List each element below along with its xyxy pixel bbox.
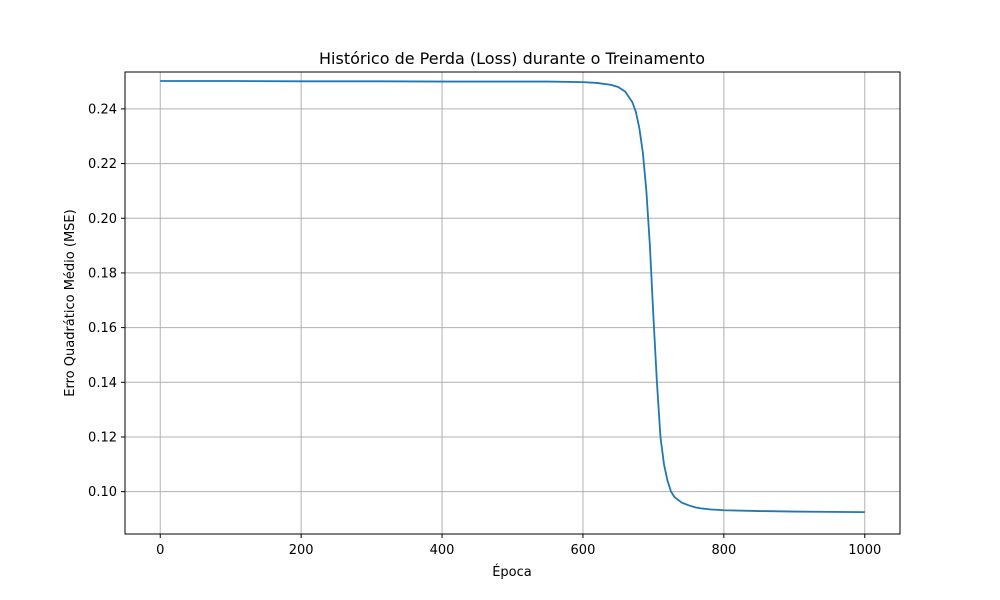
x-axis-label: Época bbox=[492, 564, 532, 580]
loss-series-line bbox=[160, 80, 865, 514]
y-tick-label: 0.22 bbox=[88, 157, 117, 172]
tick-layer: 0 200 400 600 800 1000 0.10 0.12 0.14 0.16 0.18 0.2… bbox=[88, 102, 881, 558]
x-tick-label: 600 bbox=[571, 543, 596, 558]
plot-frame bbox=[124, 71, 901, 535]
y-tick-label: 0.16 bbox=[88, 321, 117, 336]
grid-layer bbox=[125, 72, 900, 534]
x-tick-label: 0 bbox=[156, 543, 164, 558]
y-tick-label: 0.14 bbox=[88, 376, 117, 391]
x-tick-label: 1000 bbox=[848, 543, 881, 558]
line-layer bbox=[160, 80, 865, 514]
x-tick-label: 200 bbox=[289, 543, 314, 558]
y-axis-label: Erro Quadrático Médio (MSE) bbox=[63, 209, 78, 396]
x-tick-label: 400 bbox=[430, 543, 455, 558]
chart-title: Histórico de Perda (Loss) durante o Trei… bbox=[319, 49, 705, 68]
y-tick-label: 0.24 bbox=[88, 102, 117, 117]
y-tick-label: 0.12 bbox=[88, 430, 117, 445]
x-tick-label: 800 bbox=[711, 543, 736, 558]
y-tick-label: 0.18 bbox=[88, 266, 117, 281]
y-tick-label: 0.20 bbox=[88, 212, 117, 227]
y-tick-label: 0.10 bbox=[88, 485, 117, 500]
